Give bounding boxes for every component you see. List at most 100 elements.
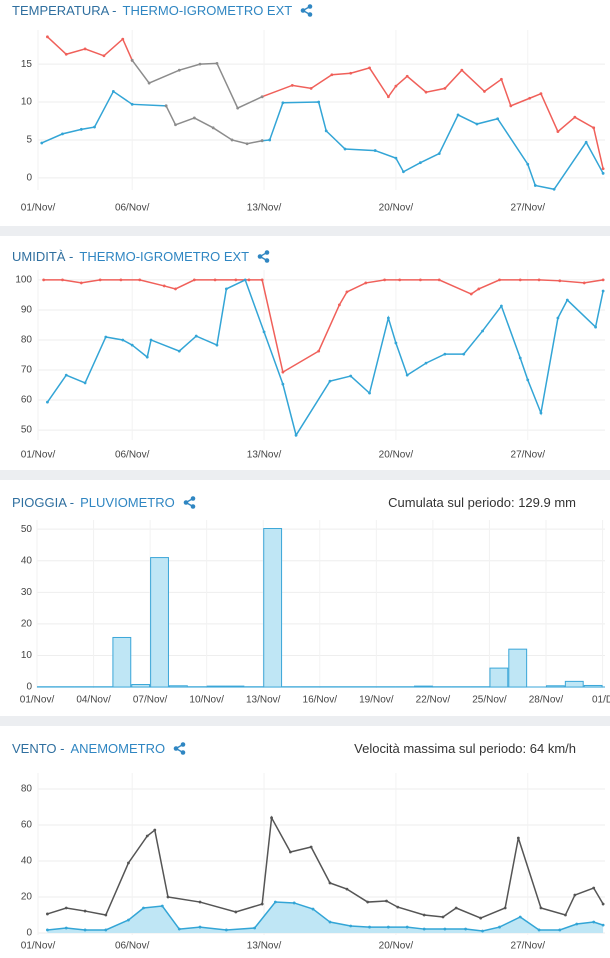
point [61,132,64,136]
point [83,909,87,913]
point [64,906,68,910]
point [573,115,577,119]
subtitle: PLUVIOMETRO [80,495,175,510]
point [224,287,228,291]
share-icon[interactable] [183,496,196,509]
point [328,920,332,924]
y-tick-label: 70 [21,365,33,376]
point [481,329,484,333]
point [317,100,321,104]
point [516,836,520,840]
point [418,161,422,165]
point [424,90,428,94]
point [138,278,142,282]
x-tick-label: 06/Nov/ [115,941,150,952]
x-tick-label: 01/Nov/ [21,203,56,214]
point [104,335,108,339]
line [46,36,133,61]
share-icon[interactable] [300,4,313,17]
y-tick-label: 10 [21,650,33,661]
point [268,138,272,142]
subtitle: THERMO-IGROMETRO EXT [79,249,250,264]
subtitle: ANEMOMETRO [70,741,166,756]
y-tick-label: 40 [21,555,33,566]
area [47,902,604,934]
point [592,126,596,130]
point [328,379,332,383]
point [528,96,532,100]
x-tick-label: 06/Nov/ [115,450,150,461]
point [46,35,49,39]
x-tick-label: 27/Nov/ [511,203,546,214]
point [537,278,541,282]
point [405,373,409,377]
y-tick-label: 0 [26,928,32,939]
point [518,356,522,360]
point [309,845,313,849]
point [230,138,234,142]
point [483,90,486,93]
point [552,187,556,191]
point [398,278,402,282]
point [83,928,87,932]
x-tick-label: 20/Nov/ [379,450,414,461]
point [130,58,134,62]
point [422,913,426,917]
point [601,923,605,927]
y-tick-label: 30 [21,587,33,598]
point [539,906,543,910]
point [245,142,249,146]
line [46,278,604,438]
point [164,104,168,108]
point [262,330,266,334]
point [499,304,503,308]
point [539,411,543,415]
bar [112,636,132,688]
x-tick-label: 19/Nov/ [359,695,394,706]
point [198,62,202,66]
share-icon[interactable] [173,742,186,755]
line [261,67,604,169]
point [537,928,541,932]
bar [225,685,245,688]
point [601,171,605,175]
point [564,913,567,917]
point [558,928,562,932]
x-tick-label: 04/Nov/ [76,695,111,706]
point [601,289,605,293]
point [243,278,247,282]
point [373,149,377,152]
point [385,899,388,903]
point [224,928,228,932]
point [42,278,46,282]
point [142,906,145,910]
line [41,90,167,144]
point [260,902,264,906]
point [349,924,353,928]
y-tick-label: 10 [21,97,33,108]
point [64,52,68,56]
point [104,928,108,932]
point [441,915,445,919]
point [281,382,285,386]
bar [150,557,169,688]
point [294,433,298,437]
share-icon[interactable] [257,250,270,263]
point [198,900,202,904]
point [422,927,426,931]
point [509,104,513,108]
point [127,861,130,865]
point [456,113,460,117]
point [498,925,501,929]
point [121,37,125,41]
point [198,925,202,929]
point [311,907,315,911]
bar [489,667,509,688]
point [386,925,390,929]
point [324,129,328,133]
point [349,374,353,378]
point [194,334,198,338]
point [46,928,49,932]
point [149,338,153,342]
point [533,184,537,187]
